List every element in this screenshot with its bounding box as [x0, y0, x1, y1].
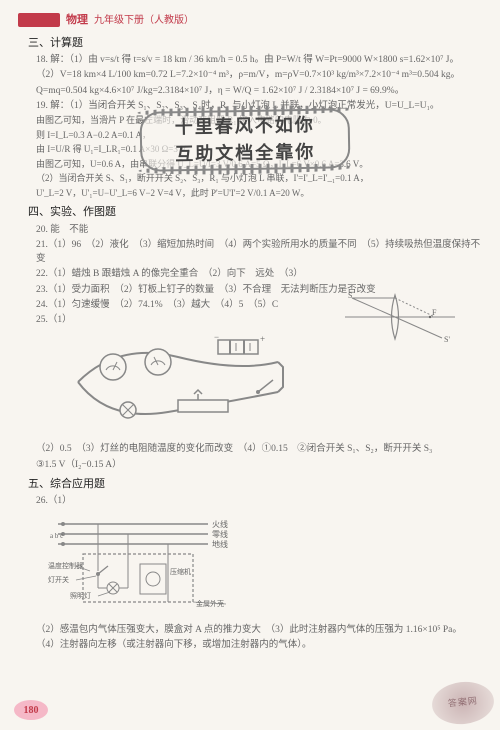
- stamp-line1: 十里春风不如你: [175, 112, 315, 141]
- lens-s-label: S: [348, 291, 352, 300]
- q25b-line1: （2）0.5 （3）灯丝的电阻随温度的变化而改变 （4）①0.15 ②闭合开关 …: [36, 442, 482, 456]
- section-5-title: 五、综合应用题: [28, 476, 482, 493]
- lens-diagram: S S' F: [340, 290, 460, 345]
- section-4-title: 四、实验、作图题: [28, 204, 482, 221]
- q19-line7: U'_L=2 V，U'₁=U−U'_L=6 V−2 V=4 V，此时 P'=U'…: [36, 187, 482, 201]
- svg-text:灯开关: 灯开关: [48, 575, 69, 584]
- svg-text:+: +: [260, 334, 265, 344]
- lens-sprime-label: S': [444, 335, 450, 344]
- header-sub: 九年级下册（人教版）: [94, 13, 194, 28]
- q26-line: 26.（1）: [36, 494, 482, 508]
- section-3-title: 三、计算题: [28, 35, 482, 52]
- q20-line: 20. 能 不能: [36, 223, 482, 237]
- svg-text:压缩机: 压缩机: [170, 567, 191, 576]
- q25b-line2: ③1.5 V（I₂−0.15 A）: [36, 458, 482, 472]
- svg-text:照明灯: 照明灯: [70, 591, 91, 600]
- appliance-diagram: 火线 零线 地线 a b c 压缩机 温度控制器 灯开关 照明灯 金属外壳: [48, 516, 268, 611]
- page-number: 180: [24, 703, 39, 718]
- header-stub: [18, 13, 60, 27]
- q18-line2: （2）V=18 km×4 L/100 km=0.72 L=7.2×10⁻⁴ m³…: [36, 68, 482, 82]
- header-subject: 物理: [66, 12, 88, 29]
- svg-text:温度控制器: 温度控制器: [48, 561, 83, 570]
- q18-line1: 18. 解：（1）由 v=s/t 得 t=s/v = 18 km / 36 km…: [36, 53, 482, 67]
- svg-text:火线: 火线: [212, 519, 228, 529]
- q19-line6: （2）当闭合开关 S、S₁，断开开关 S₂、S₃，R₁ 与小灯泡 L 串联，I'…: [36, 172, 482, 186]
- lens-f-label: F: [432, 308, 437, 317]
- corner-watermark: 答案网: [430, 679, 496, 727]
- svg-text:a b c: a b c: [50, 532, 63, 540]
- q21-line: 21.（1）96 （2）液化 （3）缩短加热时间 （4）两个实验所用水的质量不同…: [36, 238, 482, 267]
- q22-line: 22.（1）蜡烛 B 跟蜡烛 A 的像完全重合 （2）向下 远处 （3）: [36, 267, 482, 281]
- circuit-diagram: − +: [58, 332, 298, 432]
- watermark-text: 答案网: [447, 695, 478, 712]
- stamp-line2: 互助文档全靠你: [175, 139, 315, 168]
- svg-text:地线: 地线: [212, 539, 228, 549]
- svg-text:−: −: [214, 332, 219, 342]
- watermark-stamp: 十里春风不如你 互助文档全靠你: [139, 108, 350, 172]
- q26b-line1: （2）感温包内气体压强变大，膜盒对 A 点的推力变大 （3）此时注射器内气体的压…: [36, 623, 482, 637]
- q18-line3: Q=mq=0.504 kg×4.6×10⁷ J/kg=2.3184×10⁷ J，…: [36, 84, 482, 98]
- page-number-badge: 180: [14, 700, 48, 720]
- q26b-line2: （4）注射器向左移（或注射器向下移，或增加注射器内的气体）。: [36, 638, 482, 652]
- svg-text:零线: 零线: [212, 529, 228, 539]
- page-header: 物理 九年级下册（人教版）: [18, 12, 482, 29]
